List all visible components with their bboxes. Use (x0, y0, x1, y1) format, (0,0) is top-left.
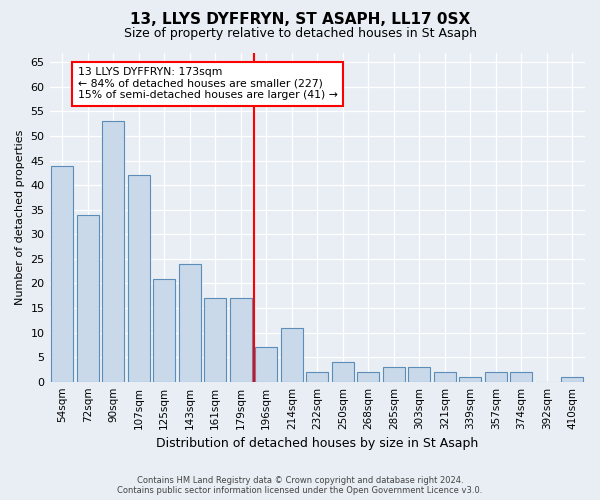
Bar (154, 278, 175, 382)
Bar (511, 372, 532, 382)
Bar (230, 298, 251, 382)
Bar (332, 362, 353, 382)
Bar (358, 372, 379, 382)
Bar (460, 377, 481, 382)
X-axis label: Distribution of detached houses by size in St Asaph: Distribution of detached houses by size … (156, 437, 478, 450)
Bar (256, 348, 277, 382)
Bar (77, 214, 98, 382)
Bar (562, 377, 583, 382)
Bar (409, 367, 430, 382)
Text: Contains HM Land Registry data © Crown copyright and database right 2024.
Contai: Contains HM Land Registry data © Crown c… (118, 476, 482, 495)
Bar (103, 122, 124, 382)
Bar (128, 176, 149, 382)
Bar (205, 298, 226, 382)
Text: Size of property relative to detached houses in St Asaph: Size of property relative to detached ho… (124, 28, 476, 40)
Bar (434, 372, 455, 382)
Bar (485, 372, 506, 382)
Bar (383, 367, 404, 382)
Bar (281, 328, 302, 382)
Text: 13, LLYS DYFFRYN, ST ASAPH, LL17 0SX: 13, LLYS DYFFRYN, ST ASAPH, LL17 0SX (130, 12, 470, 28)
Bar (52, 166, 73, 382)
Bar (307, 372, 328, 382)
Bar (179, 264, 200, 382)
Text: 13 LLYS DYFFRYN: 173sqm
← 84% of detached houses are smaller (227)
15% of semi-d: 13 LLYS DYFFRYN: 173sqm ← 84% of detache… (77, 67, 337, 100)
Y-axis label: Number of detached properties: Number of detached properties (15, 130, 25, 305)
